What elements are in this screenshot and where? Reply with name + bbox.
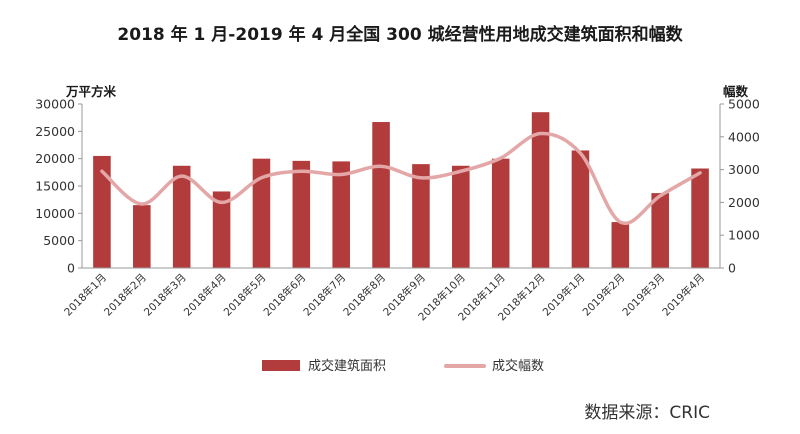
right-axis-unit-label: 幅数: [723, 84, 749, 99]
category-label: 2018年8月: [341, 271, 389, 319]
category-label: 2019年3月: [620, 271, 668, 319]
legend: 成交建筑面积 成交幅数: [262, 358, 544, 374]
left-tick-label: 0: [67, 261, 75, 276]
category-labels: 2018年1月2018年2月2018年3月2018年4月2018年5月2018年…: [61, 271, 707, 323]
right-tick-label: 3000: [728, 162, 760, 177]
axes: [81, 104, 721, 269]
left-tick-label: 30000: [35, 97, 75, 112]
bar: [611, 222, 630, 268]
category-label: 2018年7月: [301, 271, 349, 319]
category-label: 2018年5月: [221, 271, 269, 319]
legend-line-label: 成交幅数: [492, 358, 544, 374]
bar: [531, 112, 550, 268]
bar: [133, 205, 151, 268]
category-label: 2018年6月: [261, 271, 309, 319]
bar: [172, 165, 191, 268]
category-label: 2018年2月: [101, 271, 149, 319]
bar: [252, 158, 271, 268]
bar: [691, 168, 709, 268]
right-tick-label: 1000: [728, 228, 760, 243]
left-axis-unit-label: 万平方米: [65, 84, 117, 99]
right-axis-ticks: 0 1000 2000 3000 4000 5000: [720, 97, 760, 276]
bar-series: [93, 112, 709, 268]
left-tick-label: 10000: [35, 206, 75, 221]
legend-bar-swatch: [262, 360, 300, 371]
category-label: 2018年1月: [61, 271, 109, 319]
bar: [93, 155, 111, 268]
left-tick-label: 20000: [35, 151, 75, 166]
category-label: 2018年3月: [141, 271, 189, 319]
bar: [571, 150, 590, 268]
right-tick-label: 0: [728, 261, 736, 276]
right-tick-label: 5000: [728, 97, 760, 112]
bar: [212, 191, 231, 268]
right-tick-label: 4000: [728, 129, 760, 144]
category-label: 2019年2月: [580, 271, 628, 319]
category-label: 2019年1月: [540, 271, 588, 319]
line-series: [100, 131, 702, 226]
bar: [651, 193, 669, 268]
bar: [412, 164, 430, 268]
left-tick-label: 25000: [35, 124, 75, 139]
bar: [332, 161, 350, 268]
bar: [372, 122, 390, 268]
right-tick-label: 2000: [728, 195, 760, 210]
category-label: 2019年4月: [660, 271, 708, 319]
line-path: [100, 131, 702, 226]
category-label: 2018年4月: [181, 271, 229, 319]
bar: [292, 160, 311, 268]
left-tick-label: 5000: [43, 233, 75, 248]
left-tick-label: 15000: [35, 179, 75, 194]
left-axis-ticks: 0 5000 10000 15000 20000 25000 30000: [35, 97, 82, 276]
chart-title: 2018 年 1 月-2019 年 4 月全国 300 城经营性用地成交建筑面积…: [117, 24, 683, 45]
legend-bar-label: 成交建筑面积: [308, 358, 386, 374]
bar: [452, 165, 470, 268]
source-note: 数据来源：CRIC: [584, 403, 710, 423]
bar: [491, 158, 510, 268]
